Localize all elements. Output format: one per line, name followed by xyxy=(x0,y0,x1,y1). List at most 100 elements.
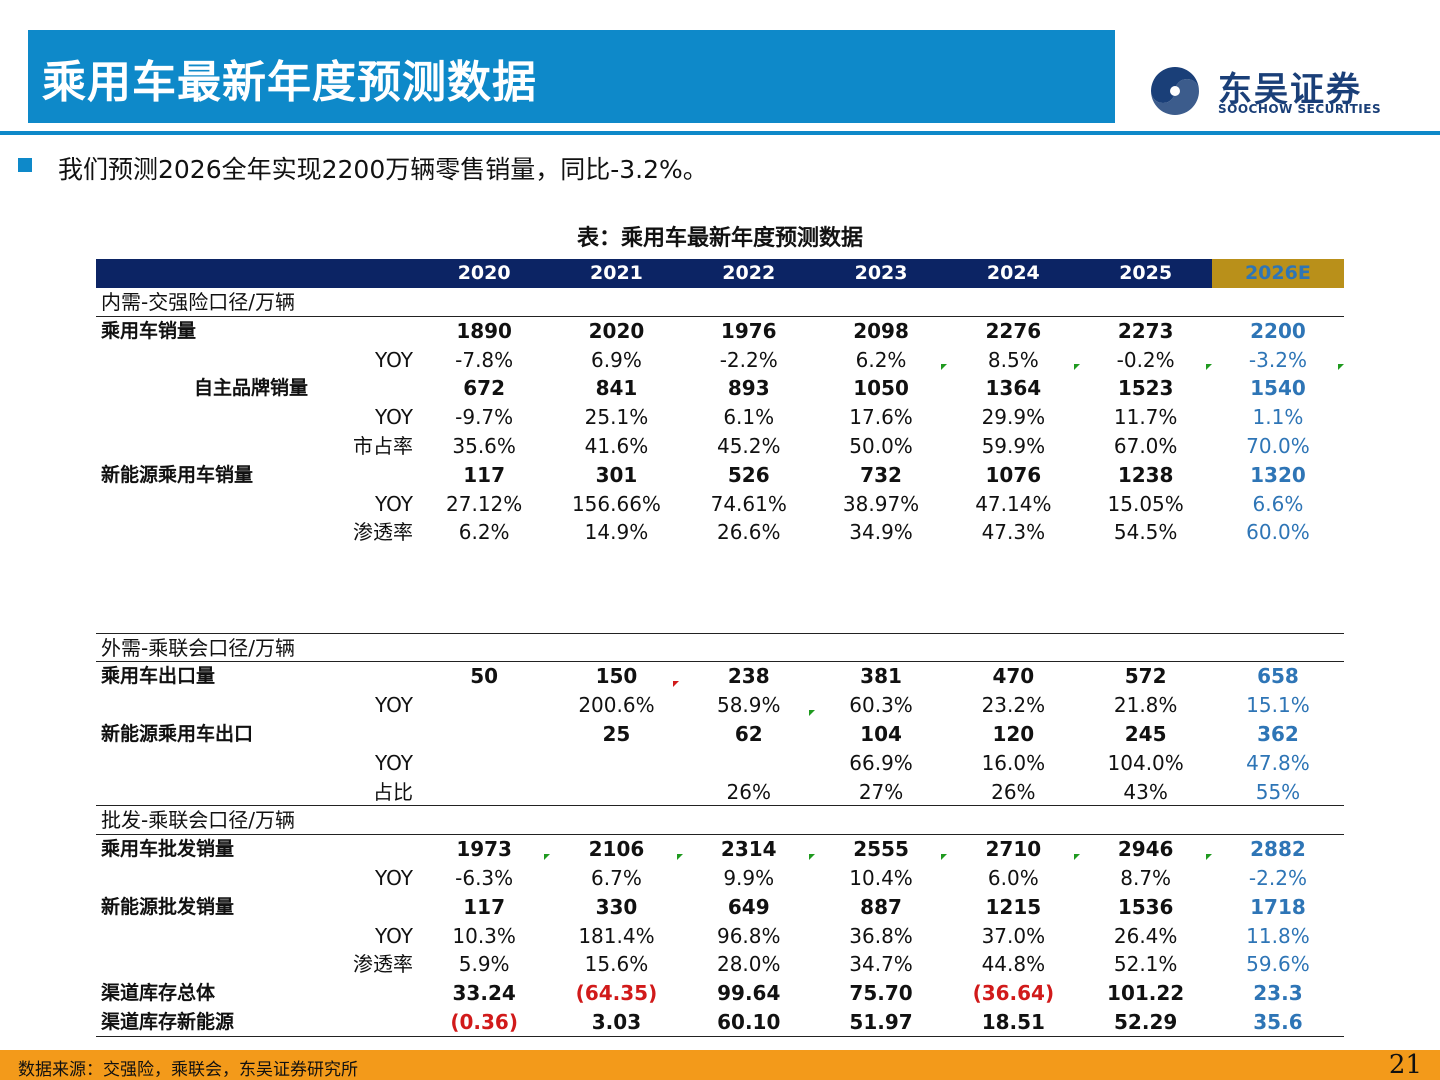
value-cell-2022: 238 xyxy=(727,664,770,689)
value-cell-2020 xyxy=(418,720,550,749)
table-row: YOY -6.3% 6.7% 9.9% 10.4% 6.0% 8.7% -2.2% xyxy=(96,854,1344,893)
section-row: 内需-交强险口径/万辆 xyxy=(96,288,1344,317)
value-cell-2026E: 15.1% xyxy=(1246,693,1310,718)
value-cell-2023: 75.70 xyxy=(849,981,913,1006)
comment-marker-icon xyxy=(941,854,948,860)
value-cell-2024: 59.9% xyxy=(981,434,1046,458)
value-cell-2023: 60.3% xyxy=(849,693,913,718)
value-cell-2026E: 23.3 xyxy=(1253,981,1303,1006)
table-row xyxy=(96,576,1344,605)
value-cell-2021: 156.66% xyxy=(571,491,661,516)
value-cell-2023: 27% xyxy=(858,779,904,804)
value-cell-2024: 1215 xyxy=(985,894,1042,919)
value-cell-2025: 572 xyxy=(1124,664,1167,689)
year-header-2020: 2020 xyxy=(457,262,511,284)
value-cell-2021: 200.6% xyxy=(578,693,655,718)
comment-marker-icon xyxy=(1205,854,1212,860)
value-cell-2021: 2106 xyxy=(588,837,645,862)
value-cell-2022 xyxy=(683,749,815,778)
row-divider xyxy=(96,834,1344,836)
value-cell-2024: 29.9% xyxy=(981,405,1046,430)
value-cell-2022: 649 xyxy=(727,894,770,919)
value-cell-2022: 74.61% xyxy=(710,491,787,516)
value-cell-2025: 245 xyxy=(1124,722,1167,746)
value-cell-2023: 17.6% xyxy=(849,405,913,430)
table-row: YOY 10.3% 181.4% 96.8% 36.8% 37.0% 26.4% 11.8% xyxy=(96,922,1344,951)
table-row: 自主品牌销量 672 841 893 1050 1364 1523 1540 xyxy=(96,364,1345,403)
row-label: YOY xyxy=(375,866,413,890)
value-cell-2020: 1973 xyxy=(456,837,512,862)
table-row: 市占率 35.6% 41.6% 45.2% 50.0% 59.9% 67.0% 70.0% xyxy=(96,432,1344,461)
value-cell-2023: 51.97 xyxy=(849,1010,913,1034)
value-cell-2025: 21.8% xyxy=(1113,693,1178,718)
value-cell-2024: 37.0% xyxy=(981,923,1046,948)
logo-chinese-name: 东吴证券 xyxy=(1218,70,1362,110)
comment-marker-icon xyxy=(808,710,815,716)
row-divider xyxy=(96,1035,1344,1037)
value-cell-2026E: -3.2% xyxy=(1248,347,1307,372)
value-cell-2026E: 2882 xyxy=(1250,837,1306,862)
value-cell-2024: 16.0% xyxy=(981,750,1046,775)
section-label: 内需-交强险口径/万辆 xyxy=(101,290,295,314)
value-cell-2020: 672 xyxy=(463,376,506,401)
value-cell-2026E: 1.1% xyxy=(1252,405,1304,430)
comment-marker-icon xyxy=(1073,364,1080,371)
row-label: YOY xyxy=(375,491,413,516)
value-cell-2026E: 47.8% xyxy=(1246,750,1310,775)
value-cell-2023: 887 xyxy=(860,894,902,919)
value-cell-2025: 2946 xyxy=(1117,837,1174,862)
value-cell-2022: 893 xyxy=(727,376,770,401)
value-cell-2025: 52.1% xyxy=(1113,952,1178,977)
row-label: 占比 xyxy=(373,779,413,804)
value-cell-2024: 44.8% xyxy=(981,952,1046,977)
value-cell-2026E: 11.8% xyxy=(1246,923,1310,948)
value-cell-2023: 6.2% xyxy=(855,347,907,372)
value-cell-2023: 50.0% xyxy=(849,434,913,458)
data-source: 数据来源：交强险，乘联会，东吴证券研究所 xyxy=(18,1060,358,1080)
table-row: 渗透率 5.9% 15.6% 28.0% 34.7% 44.8% 52.1% 59.6% xyxy=(96,950,1344,979)
comment-marker-icon xyxy=(941,364,948,371)
comment-marker-icon xyxy=(1073,854,1080,860)
row-label: 渠道库存总体 xyxy=(101,982,216,1005)
value-cell-2021 xyxy=(550,749,682,778)
value-cell-2022: 9.9% xyxy=(723,866,775,890)
logo-english-name: SOOCHOW SECURITIES xyxy=(1218,102,1382,116)
value-cell-2020: 6.2% xyxy=(458,520,510,545)
value-cell-2024: 8.5% xyxy=(987,347,1039,372)
value-cell-2021: (64.35) xyxy=(575,981,658,1006)
value-cell-2023: 1050 xyxy=(853,376,909,401)
value-cell-2024: 470 xyxy=(992,664,1035,689)
value-cell-2023: 104 xyxy=(860,722,902,746)
value-cell-2026E: 59.6% xyxy=(1246,952,1310,977)
value-cell-2024: 2710 xyxy=(985,837,1042,862)
value-cell-2020: 5.9% xyxy=(458,952,510,977)
value-cell-2026E: 1540 xyxy=(1250,376,1306,401)
value-cell-2025: 52.29 xyxy=(1114,1010,1178,1034)
value-cell-2023: 2098 xyxy=(853,318,909,343)
value-cell-2026E: 1320 xyxy=(1250,462,1306,487)
value-cell-2024: 26% xyxy=(991,779,1036,804)
company-logo: 东吴证券 SOOCHOW SECURITIES xyxy=(1144,62,1384,120)
value-cell-2020: (0.36) xyxy=(450,1010,518,1034)
comment-marker-icon xyxy=(676,854,683,860)
value-cell-2020: 50 xyxy=(470,664,499,689)
value-cell-2020: 117 xyxy=(463,894,506,919)
table-row: 乘用车销量 1890 2020 1976 2098 2276 2273 2200 xyxy=(96,317,1344,346)
row-divider xyxy=(96,315,1344,317)
comment-marker-icon xyxy=(1205,364,1212,371)
header-divider xyxy=(0,131,1440,135)
value-cell-2022: 60.10 xyxy=(717,1010,781,1034)
value-cell-2024: 18.51 xyxy=(981,1010,1045,1034)
value-cell-2022: 6.1% xyxy=(723,405,775,430)
value-cell-2020: -9.7% xyxy=(455,405,514,430)
value-cell-2022: 2314 xyxy=(720,837,777,862)
value-cell-2024: 47.14% xyxy=(975,491,1052,516)
table-row: YOY 27.12% 156.66% 74.61% 38.97% 47.14% 15.05%… xyxy=(96,490,1344,519)
table-row: 新能源乘用车销量 117 301 526 732 1076 1238 1320 xyxy=(96,461,1344,490)
value-cell-2025: 8.7% xyxy=(1120,866,1172,890)
value-cell-2022: 62 xyxy=(734,722,763,746)
year-header-2025: 2025 xyxy=(1119,262,1173,284)
value-cell-2026E: 658 xyxy=(1257,664,1299,689)
value-cell-2023: 10.4% xyxy=(849,866,913,890)
comment-marker-icon xyxy=(544,854,551,860)
